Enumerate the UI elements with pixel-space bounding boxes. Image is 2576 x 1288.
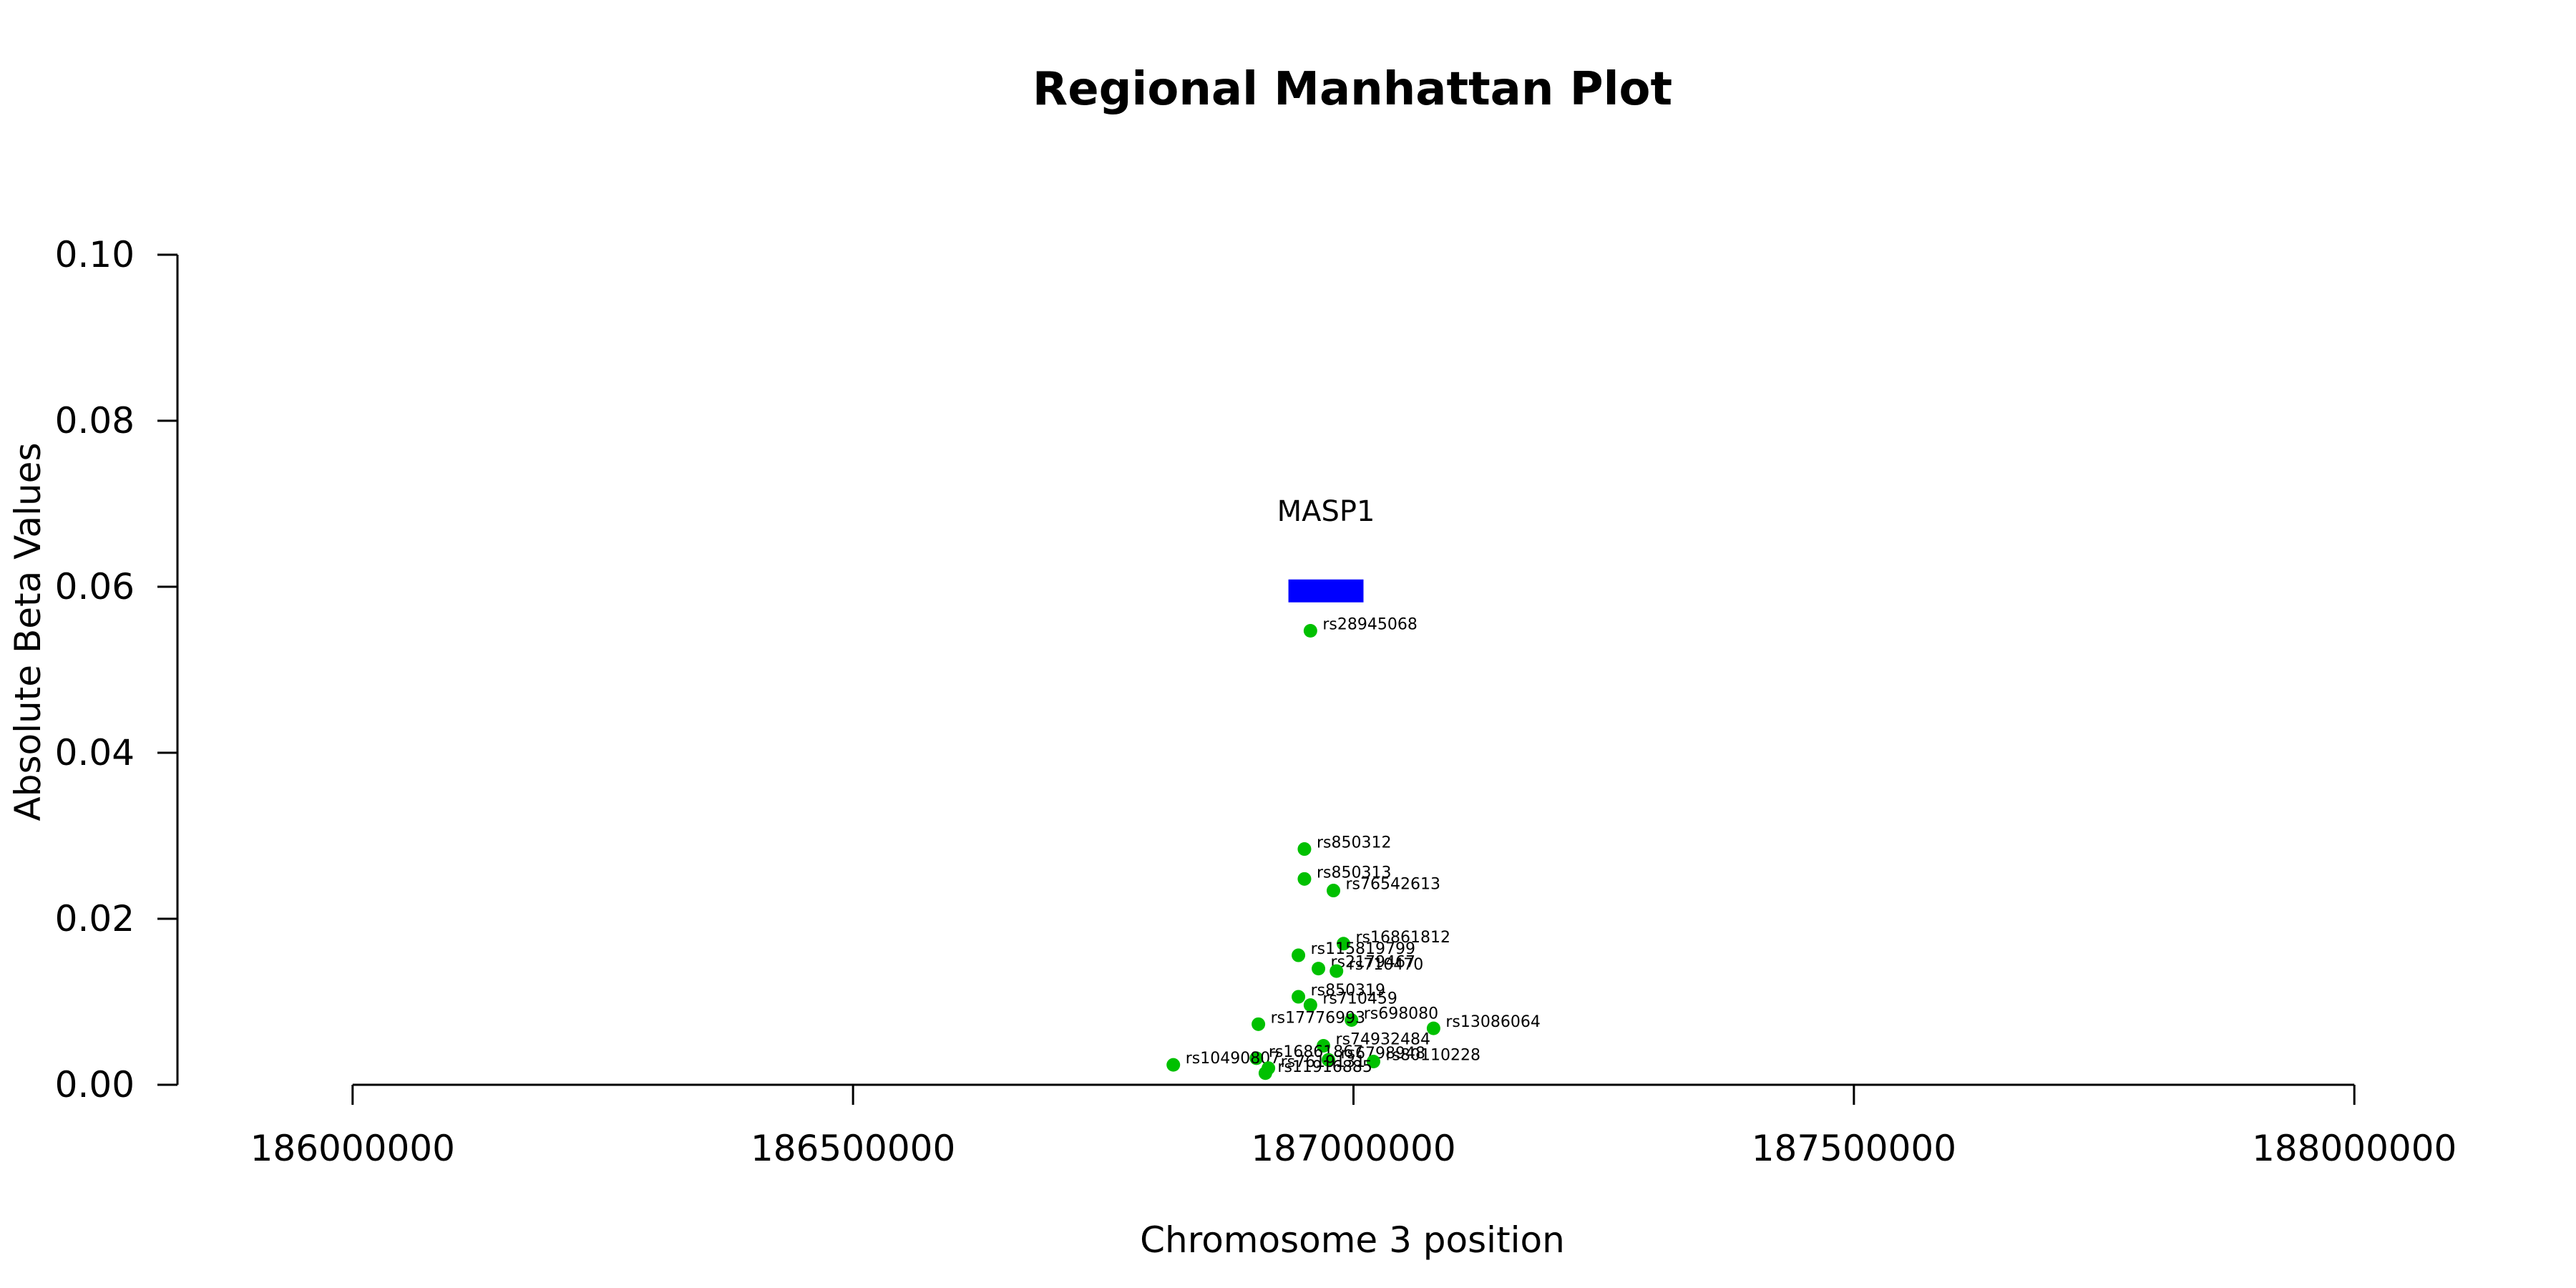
snp-point (1366, 1055, 1380, 1069)
snp-point (1327, 884, 1341, 898)
gene-bar (1288, 579, 1364, 602)
snp-point (1345, 1013, 1359, 1028)
snp-point (1426, 1021, 1440, 1035)
x-tick-label: 186000000 (250, 1128, 455, 1169)
snp-point (1322, 1053, 1336, 1067)
axes: 186000000 186500000 187000000 187500000 1880… (55, 234, 2457, 1169)
x-tick-label: 188000000 (2252, 1128, 2457, 1169)
chart-title: Regional Manhattan Plot (1033, 63, 1672, 116)
snp-point (1330, 964, 1344, 978)
snp-label: rs710459 (1322, 990, 1397, 1008)
snp-point (1166, 1058, 1181, 1072)
snp-label: rs850319 (1311, 982, 1386, 1000)
snp-point (1297, 842, 1312, 857)
snp-point (1337, 937, 1351, 951)
snp-label: rs850312 (1317, 834, 1392, 852)
snp-point (1303, 998, 1317, 1013)
snp-point (1252, 1017, 1266, 1031)
x-tick-label: 187500000 (1752, 1128, 1956, 1169)
snp-point (1249, 1051, 1264, 1065)
snp-point (1317, 1038, 1331, 1053)
snp-point (1303, 623, 1317, 638)
gene-label: MASP1 (1277, 495, 1375, 528)
y-tick-label: 0.08 (55, 400, 135, 441)
snp-label: rs16861867 (1269, 1043, 1363, 1061)
snp-label: rs6798948 (1341, 1045, 1426, 1063)
snp-point (1258, 1066, 1272, 1080)
y-tick-label: 0.06 (55, 566, 135, 608)
snp-label: rs16861812 (1356, 929, 1450, 947)
snp-point (1297, 872, 1312, 886)
snp-label: rs17776993 (1271, 1009, 1365, 1027)
snp-label: rs710470 (1349, 956, 1424, 974)
gene-track: MASP1 (1277, 495, 1375, 602)
snp-label: rs2179467 (1331, 954, 1416, 972)
snp-label: rs11916885 (1277, 1058, 1372, 1076)
snp-label: rs698080 (1364, 1005, 1439, 1023)
y-axis-label: Absolute Beta Values (7, 443, 49, 821)
snp-label: rs13086064 (1445, 1013, 1540, 1031)
y-tick-label: 0.02 (55, 898, 135, 940)
y-tick-label: 0.00 (55, 1064, 135, 1106)
y-tick-label: 0.10 (55, 234, 135, 275)
snp-point (1312, 962, 1326, 976)
snp-point (1292, 990, 1306, 1004)
snp-point (1292, 948, 1306, 962)
x-axis-label: Chromosome 3 position (1140, 1219, 1565, 1261)
snp-label: rs7619131 (1281, 1053, 1366, 1071)
snp-label: rs76542613 (1346, 876, 1440, 894)
snp-label: rs115819799 (1311, 940, 1415, 958)
snp-label: rs850313 (1317, 864, 1392, 882)
snp-label: rs28945068 (1322, 615, 1417, 633)
snp-label: rs80110228 (1385, 1047, 1480, 1065)
x-tick-label: 187000000 (1251, 1128, 1455, 1169)
x-tick-label: 186500000 (751, 1128, 955, 1169)
y-tick-label: 0.04 (55, 732, 135, 774)
snp-label: rs74932484 (1336, 1030, 1430, 1048)
